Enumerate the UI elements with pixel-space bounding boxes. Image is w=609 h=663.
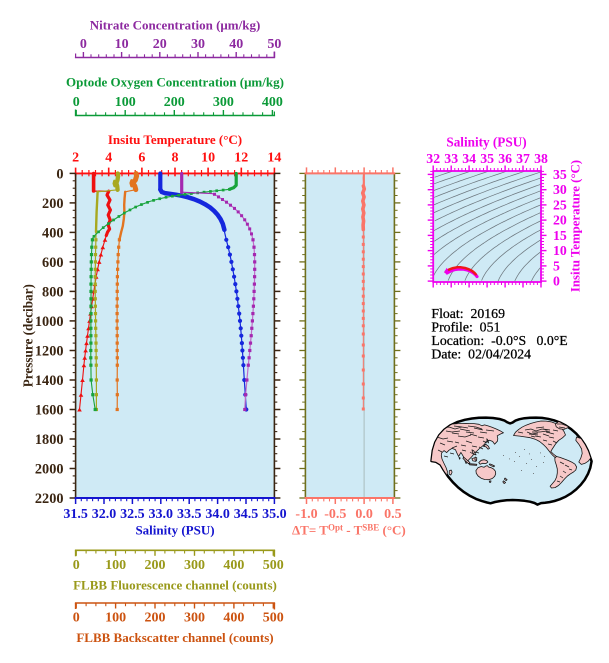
svg-text:300: 300	[184, 558, 205, 573]
svg-text:0: 0	[56, 166, 63, 182]
svg-text:Location: -0.0°S 0.0°E: Location: -0.0°S 0.0°E	[431, 333, 567, 348]
svg-text:500: 500	[263, 611, 284, 626]
svg-text:ΔT= TOpt - TSBE (°C): ΔT= TOpt - TSBE (°C)	[292, 523, 406, 538]
svg-text:1400: 1400	[35, 373, 64, 389]
svg-text:0: 0	[73, 611, 80, 626]
svg-text:37: 37	[516, 151, 530, 166]
svg-text:12: 12	[234, 150, 248, 165]
svg-text:FLBB Backscatter channel (coun: FLBB Backscatter channel (counts)	[76, 630, 273, 645]
svg-text:33: 33	[444, 151, 458, 166]
svg-text:20: 20	[153, 37, 167, 52]
svg-text:Pressure (decibar): Pressure (decibar)	[21, 284, 36, 387]
svg-text:4: 4	[105, 150, 112, 165]
svg-text:0: 0	[73, 95, 80, 110]
svg-text:-0.5: -0.5	[324, 507, 346, 522]
svg-text:300: 300	[213, 95, 234, 110]
svg-text:200: 200	[164, 95, 185, 110]
svg-text:38: 38	[534, 151, 548, 166]
svg-text:400: 400	[262, 95, 283, 110]
svg-text:36: 36	[498, 151, 512, 166]
svg-text:20: 20	[553, 213, 567, 228]
svg-text:1000: 1000	[35, 314, 64, 330]
svg-text:2000: 2000	[35, 462, 64, 478]
svg-text:0.0: 0.0	[355, 507, 373, 522]
svg-text:Salinity (PSU): Salinity (PSU)	[135, 523, 214, 538]
svg-text:35: 35	[480, 151, 494, 166]
svg-text:35: 35	[553, 167, 567, 182]
svg-text:800: 800	[42, 284, 63, 300]
svg-text:200: 200	[145, 558, 166, 573]
svg-text:600: 600	[42, 255, 63, 271]
svg-text:Float: 20169: Float: 20169	[431, 306, 505, 321]
svg-text:0: 0	[553, 274, 560, 289]
svg-text:25: 25	[553, 197, 567, 212]
svg-text:33.5: 33.5	[177, 507, 202, 522]
svg-text:400: 400	[42, 225, 63, 241]
svg-text:Insitu Temperature (°C): Insitu Temperature (°C)	[569, 160, 583, 292]
svg-text:30: 30	[191, 37, 205, 52]
svg-text:5: 5	[553, 258, 560, 273]
svg-text:100: 100	[105, 558, 126, 573]
svg-text:Optode Oxygen Concentration (μ: Optode Oxygen Concentration (μm/kg)	[66, 75, 284, 90]
svg-text:14: 14	[267, 150, 281, 165]
svg-text:1800: 1800	[35, 432, 64, 448]
svg-text:200: 200	[42, 196, 63, 212]
svg-text:50: 50	[267, 37, 281, 52]
svg-text:34: 34	[462, 151, 476, 166]
svg-text:30: 30	[553, 182, 567, 197]
svg-text:0.5: 0.5	[384, 507, 402, 522]
svg-text:-1.0: -1.0	[295, 507, 317, 522]
svg-text:10: 10	[553, 243, 567, 258]
svg-text:34.0: 34.0	[205, 507, 230, 522]
svg-text:100: 100	[115, 95, 136, 110]
svg-text:15: 15	[553, 228, 567, 243]
svg-text:0: 0	[80, 37, 87, 52]
svg-text:1200: 1200	[35, 344, 64, 360]
svg-text:Profile: 051: Profile: 051	[431, 320, 500, 335]
svg-text:10: 10	[115, 37, 129, 52]
svg-text:40: 40	[229, 37, 243, 52]
svg-text:Nitrate Concentration (μm/kg): Nitrate Concentration (μm/kg)	[90, 18, 261, 33]
svg-text:Salinity (PSU): Salinity (PSU)	[446, 135, 526, 150]
svg-text:FLBB Fluorescence channel (cou: FLBB Fluorescence channel (counts)	[73, 577, 277, 592]
svg-text:10: 10	[201, 150, 215, 165]
svg-text:500: 500	[263, 558, 284, 573]
svg-text:34.5: 34.5	[234, 507, 259, 522]
svg-text:200: 200	[145, 611, 166, 626]
svg-text:1600: 1600	[35, 403, 64, 419]
svg-text:33.0: 33.0	[149, 507, 174, 522]
svg-text:2200: 2200	[35, 491, 64, 507]
svg-text:35.0: 35.0	[262, 507, 287, 522]
svg-text:0: 0	[73, 558, 80, 573]
svg-text:32: 32	[426, 151, 440, 166]
svg-text:Insitu Temperature (°C): Insitu Temperature (°C)	[108, 132, 242, 147]
svg-text:8: 8	[172, 150, 179, 165]
svg-text:100: 100	[105, 611, 126, 626]
svg-text:300: 300	[184, 611, 205, 626]
svg-text:400: 400	[223, 611, 244, 626]
svg-text:400: 400	[223, 558, 244, 573]
svg-text:32.5: 32.5	[120, 507, 145, 522]
svg-text:2: 2	[72, 150, 79, 165]
svg-text:31.5: 31.5	[63, 507, 88, 522]
svg-text:Date: 02/04/2024: Date: 02/04/2024	[431, 347, 531, 362]
svg-text:32.0: 32.0	[92, 507, 117, 522]
svg-text:6: 6	[138, 150, 145, 165]
